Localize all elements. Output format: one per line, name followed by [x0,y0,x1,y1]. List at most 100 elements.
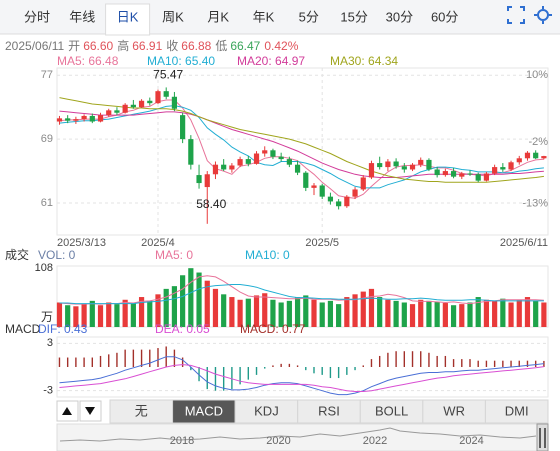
candle-body [270,150,276,157]
volume-bar [294,297,301,327]
candle-body [377,163,383,168]
candle-body [442,171,448,176]
volume-bar [467,302,473,327]
up-arrow [62,407,72,415]
macd-chart: 3 -3 [43,337,548,397]
candle-body [114,110,120,113]
volume-bar [393,300,399,327]
tab-label: 无 [135,403,148,418]
extreme-label: 58.40 [196,197,226,211]
tab-label: DMI [505,403,529,418]
volume-bar [303,295,309,327]
y-tick-label: 77 [41,69,53,81]
volume-bar [73,306,79,327]
period-tab[interactable]: 月K [207,9,229,24]
candle-body [81,115,87,120]
navigator-sparkline [59,427,537,442]
tab-label: KDJ [254,403,279,418]
candle-body [508,162,514,170]
volume-bar [253,295,260,327]
indicator-tab[interactable]: 无 [109,399,174,424]
volume-bar [155,294,161,327]
volume-bar [368,288,375,327]
volume-bar [130,303,136,327]
volume-bar [171,286,178,327]
period-tab-label: 5分 [299,9,319,24]
navigator-handle[interactable] [536,423,549,451]
period-tab[interactable]: 60分 [431,9,458,24]
navigator-year: 2018 [170,435,194,447]
volume-bar [344,297,350,327]
fullscreen-icon[interactable] [507,6,525,24]
scroll-down[interactable] [79,400,102,422]
tab-bg [484,399,549,424]
candle-body [253,153,260,164]
legend-entry: DIF: 0.43 [38,322,88,336]
period-tab-label: 分时 [24,9,50,24]
period-tab[interactable]: 分时 [24,9,50,24]
indicator-tab[interactable]: RSI [297,399,361,424]
candle-body [212,164,219,175]
candle-body [147,100,153,104]
navigator-year: 2020 [266,435,290,447]
x-tick-label: 2025/4 [141,237,175,249]
candle-body [97,115,104,122]
volume-bar [442,303,448,327]
legend-entry: MA5: 66.48 [57,54,119,68]
volume-bar [352,294,358,327]
volume-bar [418,299,424,327]
toolbar-bg [0,0,560,34]
candle-body [286,159,292,165]
y-tick-label: -3 [43,385,53,397]
period-tab[interactable]: 15分 [340,9,367,24]
settings-icon[interactable] [534,6,552,24]
period-tab[interactable]: 周K [162,9,184,24]
unit-label: 万 [41,310,53,324]
period-tab[interactable]: 年线 [69,9,95,24]
volume-bar [212,288,219,327]
period-tab[interactable]: 年K [253,9,275,24]
x-tick-label: 2025/5 [305,237,339,249]
volume-bar [89,300,95,327]
candle-body [459,173,465,177]
period-tab[interactable]: 5分 [299,9,319,24]
y-tick-label: 61 [41,197,53,209]
candle-body [524,152,531,159]
indicator-tab[interactable]: DMI [484,399,549,424]
navigator-bg [56,423,549,451]
candle-body [475,174,481,181]
volume-bar [377,297,383,327]
volume-bar [524,297,531,327]
candle-body [368,163,375,178]
volume-bar [237,299,243,327]
indicator-tab[interactable]: MACD [172,399,236,424]
period-tab-label: 年K [253,9,275,24]
period-tab[interactable]: 30分 [386,9,413,24]
period-tab[interactable]: 日K [105,3,151,36]
quote-value: 66.47 [230,39,260,53]
quote-label: 低 [215,39,227,53]
period-tab-label: 日K [117,9,139,24]
candle-body [500,167,506,170]
period-tab-label: 30分 [386,9,413,24]
ma-line [59,364,544,392]
candle-body [434,169,440,176]
navigator-year: 2024 [459,435,483,447]
quote-value: 66.60 [83,39,113,53]
navigator-year: 2022 [363,435,387,447]
quote-label: 开 [68,39,80,53]
indicator-tab[interactable]: WR [422,399,486,424]
tab-label: WR [443,403,465,418]
indicator-tab[interactable]: KDJ [234,399,299,424]
candle-body [409,164,416,170]
indicator-tab[interactable]: BOLL [359,399,424,424]
handle-box [536,423,549,451]
candle-body [492,167,498,174]
volume-bar [483,299,490,327]
candle-body [163,91,169,97]
y2-tick-label: -13% [522,198,548,210]
scroll-up[interactable] [56,400,79,422]
candle-body [278,156,284,160]
volume-bar [401,302,407,327]
